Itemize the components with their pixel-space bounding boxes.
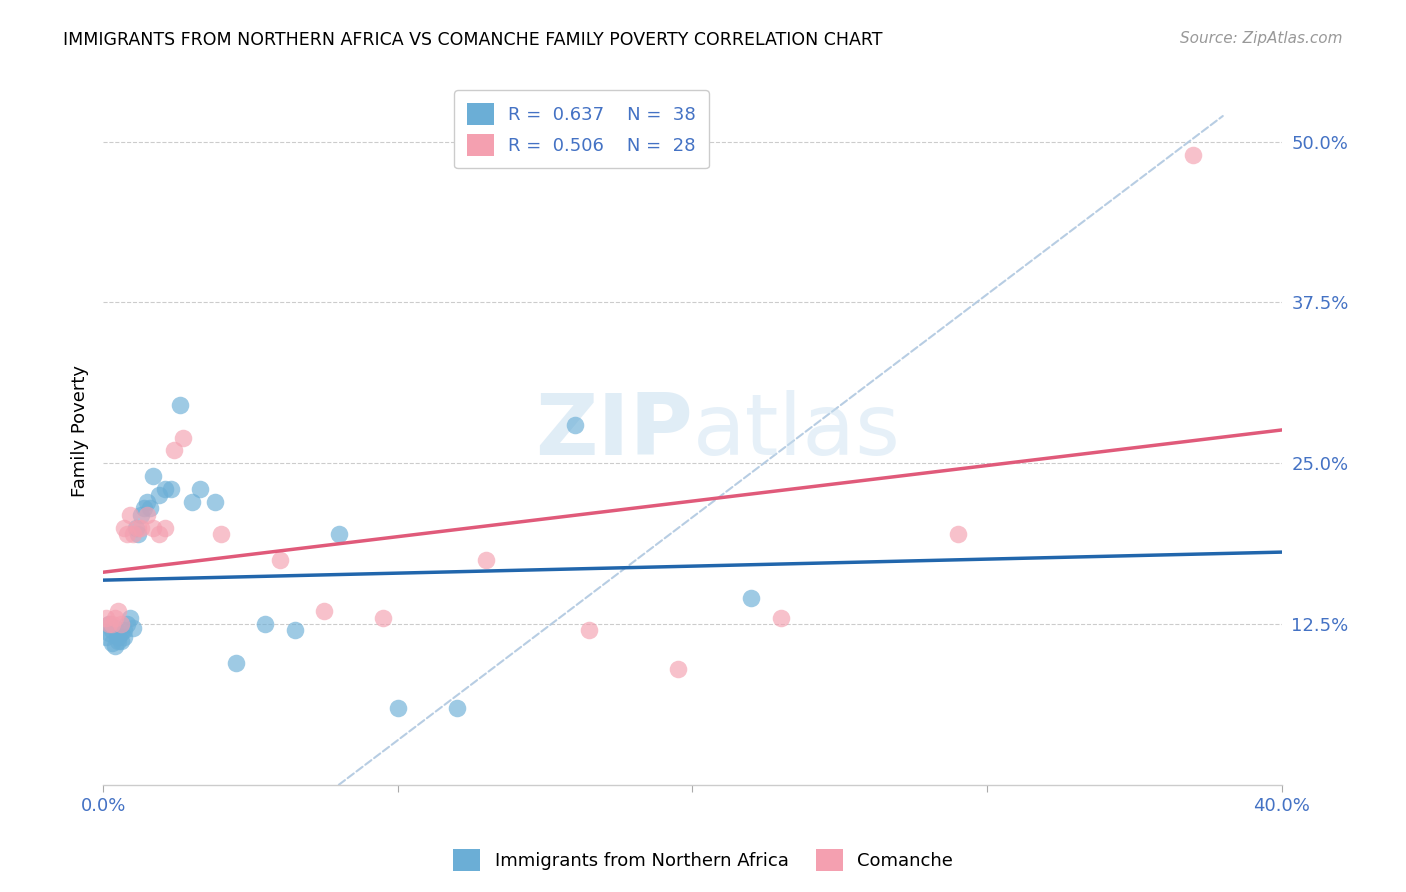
Point — [101, 617, 124, 632]
Point — [98, 617, 121, 632]
Point — [121, 527, 143, 541]
Point — [107, 630, 129, 644]
Point — [446, 700, 468, 714]
Y-axis label: Family Poverty: Family Poverty — [72, 365, 89, 497]
Point — [269, 552, 291, 566]
Point — [112, 630, 135, 644]
Text: Source: ZipAtlas.com: Source: ZipAtlas.com — [1180, 31, 1343, 46]
Point — [190, 482, 212, 496]
Point — [328, 527, 350, 541]
Point — [666, 662, 689, 676]
Point — [107, 633, 129, 648]
Point — [946, 527, 969, 541]
Point — [101, 624, 124, 638]
Point — [118, 610, 141, 624]
Point — [139, 501, 162, 516]
Point — [740, 591, 762, 606]
Text: ZIP: ZIP — [534, 390, 692, 473]
Point — [107, 604, 129, 618]
Point — [131, 508, 153, 522]
Point — [104, 639, 127, 653]
Point — [115, 527, 138, 541]
Point — [1182, 147, 1205, 161]
Point — [104, 621, 127, 635]
Text: atlas: atlas — [692, 390, 900, 473]
Point — [475, 552, 498, 566]
Point — [142, 520, 165, 534]
Point — [104, 610, 127, 624]
Point — [124, 520, 146, 534]
Point — [314, 604, 336, 618]
Point — [163, 443, 186, 458]
Legend: Immigrants from Northern Africa, Comanche: Immigrants from Northern Africa, Comanch… — [446, 842, 960, 879]
Point — [136, 508, 159, 522]
Point — [153, 520, 176, 534]
Point — [118, 508, 141, 522]
Point — [112, 520, 135, 534]
Point — [112, 624, 135, 638]
Point — [121, 621, 143, 635]
Point — [110, 633, 132, 648]
Point — [98, 626, 121, 640]
Point — [180, 495, 202, 509]
Point — [110, 626, 132, 640]
Point — [254, 617, 277, 632]
Point — [131, 520, 153, 534]
Point — [225, 656, 247, 670]
Point — [148, 527, 170, 541]
Point — [142, 469, 165, 483]
Point — [564, 417, 586, 432]
Point — [134, 501, 156, 516]
Point — [127, 520, 149, 534]
Point — [115, 617, 138, 632]
Point — [209, 527, 232, 541]
Point — [769, 610, 792, 624]
Point — [172, 431, 194, 445]
Point — [371, 610, 394, 624]
Point — [136, 495, 159, 509]
Point — [204, 495, 226, 509]
Point — [284, 624, 307, 638]
Point — [153, 482, 176, 496]
Point — [160, 482, 183, 496]
Point — [127, 527, 149, 541]
Point — [110, 617, 132, 632]
Point — [94, 610, 117, 624]
Text: IMMIGRANTS FROM NORTHERN AFRICA VS COMANCHE FAMILY POVERTY CORRELATION CHART: IMMIGRANTS FROM NORTHERN AFRICA VS COMAN… — [63, 31, 883, 49]
Point — [94, 630, 117, 644]
Point — [578, 624, 600, 638]
Point — [98, 617, 121, 632]
Point — [387, 700, 409, 714]
Point — [148, 488, 170, 502]
Point — [101, 636, 124, 650]
Legend: R =  0.637    N =  38, R =  0.506    N =  28: R = 0.637 N = 38, R = 0.506 N = 28 — [454, 90, 709, 169]
Point — [169, 398, 191, 412]
